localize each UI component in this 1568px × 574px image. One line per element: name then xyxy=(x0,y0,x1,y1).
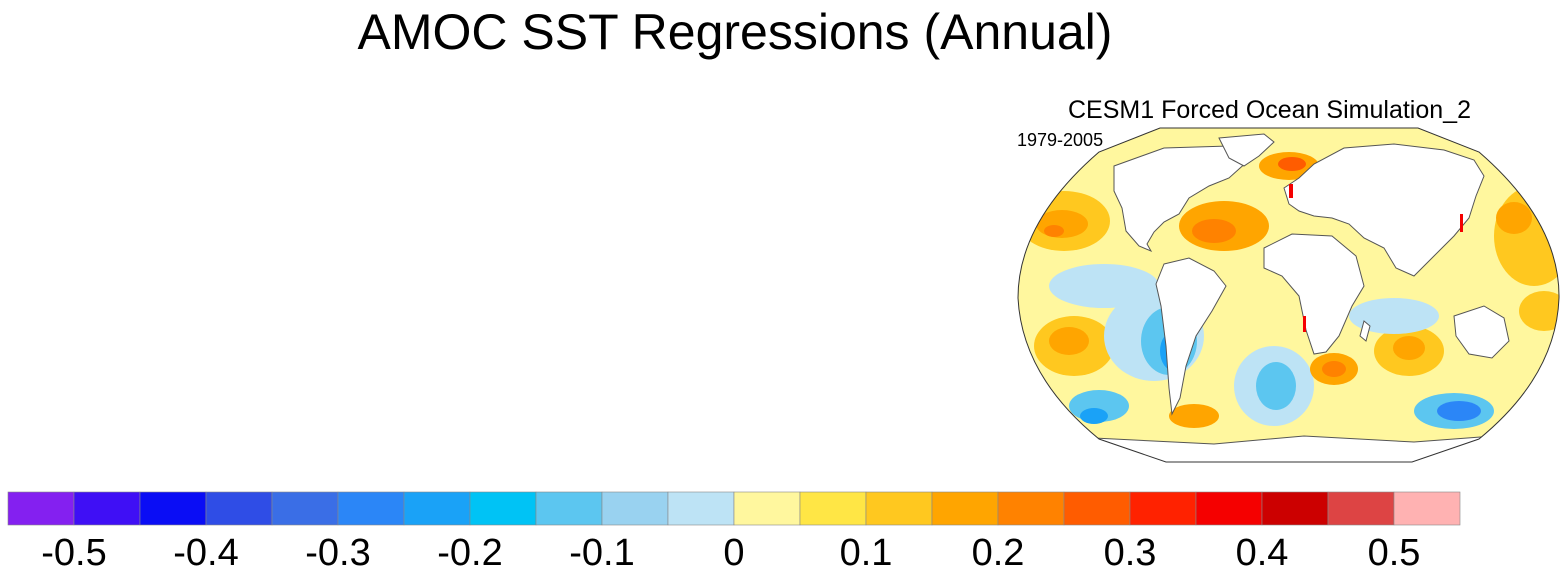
nordic-sea-core xyxy=(1278,157,1306,171)
colorbar-tick-label: -0.4 xyxy=(173,532,238,574)
south-america xyxy=(1155,257,1227,416)
colorbar-box xyxy=(865,491,933,526)
australia xyxy=(1453,305,1510,359)
colorbar-box xyxy=(1393,491,1461,526)
colorbar-tick-label: -0.5 xyxy=(41,532,106,574)
colorbar-tick-label: 0 xyxy=(723,532,744,574)
panel-period: 1979-2005 xyxy=(1017,130,1104,150)
benguela-peak xyxy=(1303,316,1306,332)
north-pacific-east-core xyxy=(1496,202,1532,234)
globe-outline xyxy=(1017,127,1560,463)
colorbar-box xyxy=(799,491,867,526)
colorbar-box xyxy=(205,491,273,526)
colorbar-box xyxy=(1261,491,1329,526)
agulhas-core xyxy=(1322,361,1346,377)
colorbar-tick-label: 0.2 xyxy=(972,532,1025,574)
colorbar-box xyxy=(403,491,471,526)
colorbar-tick-label: 0.5 xyxy=(1368,532,1421,574)
south-pacific-warm-core xyxy=(1049,327,1089,355)
colorbar-box xyxy=(601,491,669,526)
colorbar-box xyxy=(7,491,75,526)
greenland xyxy=(1218,133,1275,167)
panel-title: CESM1 Forced Ocean Simulation_2 xyxy=(1068,96,1471,124)
norway-coast-peak xyxy=(1289,184,1293,198)
south-atlantic-cool-core xyxy=(1256,362,1296,410)
subpolar-atlantic-core xyxy=(1192,219,1236,243)
colorbar-tick-label: -0.1 xyxy=(569,532,634,574)
colorbar-boxes xyxy=(7,491,1461,526)
colorbar-box xyxy=(1327,491,1395,526)
colorbar: -0.5 -0.4 -0.3 -0.2 -0.1 0 0.1 0.2 0.3 0.4 0.5 xyxy=(7,491,1461,574)
colorbar-box xyxy=(667,491,735,526)
southern-ocean-indian-core xyxy=(1437,401,1481,421)
colorbar-tick-label: -0.2 xyxy=(437,532,502,574)
indian-ocean-cool xyxy=(1349,298,1439,334)
colorbar-box xyxy=(997,491,1065,526)
southern-ocean-pacific-core xyxy=(1080,408,1108,424)
colorbar-box xyxy=(535,491,603,526)
colorbar-tick-label: 0.4 xyxy=(1236,532,1289,574)
south-atlantic-warm-west xyxy=(1169,404,1219,428)
colorbar-box xyxy=(1195,491,1263,526)
colorbar-box xyxy=(73,491,141,526)
madagascar xyxy=(1359,320,1371,342)
africa xyxy=(1263,233,1365,355)
colorbar-box xyxy=(271,491,339,526)
north-pacific-west-peak xyxy=(1044,225,1064,237)
chart-title: AMOC SST Regressions (Annual) xyxy=(357,4,1113,60)
colorbar-box xyxy=(1063,491,1131,526)
europe-asia xyxy=(1283,143,1485,277)
world-map-panel xyxy=(1017,127,1560,463)
japan-coast-peak xyxy=(1460,214,1463,232)
colorbar-box xyxy=(337,491,405,526)
colorbar-box xyxy=(931,491,999,526)
colorbar-box xyxy=(733,491,801,526)
colorbar-tick-label: 0.3 xyxy=(1104,532,1157,574)
colorbar-box xyxy=(469,491,537,526)
colorbar-tick-label: -0.3 xyxy=(305,532,370,574)
colorbar-tick-labels: -0.5 -0.4 -0.3 -0.2 -0.1 0 0.1 0.2 0.3 0.4 0.5 xyxy=(41,532,1420,574)
south-indian-core xyxy=(1393,336,1425,360)
colorbar-tick-label: 0.1 xyxy=(840,532,893,574)
colorbar-box xyxy=(1129,491,1197,526)
colorbar-box xyxy=(139,491,207,526)
